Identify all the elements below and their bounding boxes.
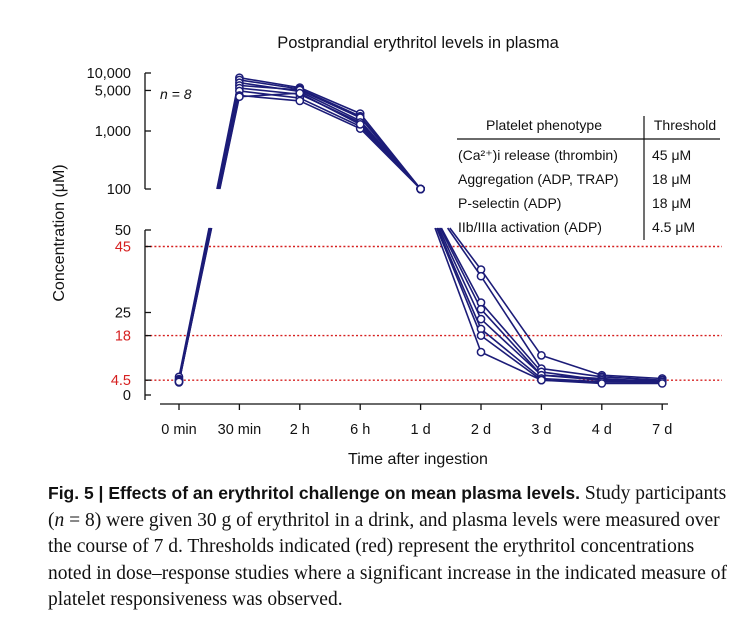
table-row-threshold: 18 μM [652,171,691,187]
y-tick-label: 25 [115,306,131,322]
series-lines [178,76,663,385]
y-tick-label: 100 [107,182,131,198]
x-tick-label: 4 d [592,422,612,438]
x-tick-label: 6 h [350,422,370,438]
series-segment [178,227,213,382]
y-tick-label: 10,000 [87,66,131,82]
series-segment [480,302,543,373]
data-point [476,347,486,357]
series-segment [541,367,602,378]
series-segment [299,100,361,130]
series-segment [239,92,300,98]
series-segment [437,227,482,320]
data-point [355,120,365,129]
y-axis-label: Concentration (μM) [51,164,68,301]
n-label: n = 8 [160,86,192,102]
series-segment [480,318,542,376]
series-segment [440,227,482,303]
data-point [597,379,607,388]
data-point [235,92,244,102]
y-tick-label: 50 [115,223,131,239]
y-tick-label: 4.5 [111,373,131,389]
table-row-phenotype: (Ca²⁺)i release (thrombin) [458,147,618,163]
series-segment [480,308,542,376]
caption-text: Study participants ( [48,483,727,531]
series-segment [359,123,422,190]
table-row-phenotype: Aggregation (ADP, TRAP) [458,171,619,187]
series-segment [239,84,300,91]
table-header-threshold: Threshold [654,117,716,133]
series-segment [439,227,482,310]
y-tick-label: 1,000 [95,124,131,140]
table-row-phenotype: P-selectin (ADP) [458,195,561,211]
x-tick-label: 7 d [652,422,672,438]
data-point [476,331,486,340]
y-tick-label: 18 [115,329,131,345]
series-segment [219,96,241,190]
series-segment [541,374,602,381]
threshold-table: Platelet phenotype Threshold (Ca²⁺)i rel… [457,116,720,240]
data-point [295,96,305,106]
y-tick-label: 5,000 [95,83,131,99]
x-tick-label: 2 h [290,422,310,438]
series-segment [449,227,482,271]
data-point [295,88,305,98]
figure-caption: Fig. 5 | Effects of an erythritol challe… [48,480,738,614]
chart-title: Postprandial erythritol levels in plasma [277,34,559,52]
series-segment [239,79,300,90]
series-segment [480,328,542,380]
series-segment [480,334,542,381]
x-tick-label: 1 d [411,422,431,438]
data-point [476,271,486,281]
x-tick-label: 0 min [161,422,196,438]
data-point [657,379,667,388]
series-segment [299,92,361,126]
threshold-lines [146,245,722,381]
series-markers [174,73,667,388]
series-segment [299,97,361,128]
data-point [416,184,425,194]
x-tick-label: 2 d [471,422,491,438]
series-segment [480,275,543,370]
x-axis-label: Time after ingestion [348,451,488,468]
table-row-threshold: 18 μM [652,195,691,211]
y-tick-label: 45 [115,240,131,256]
series-segment [435,227,482,336]
series-segment [446,227,482,277]
series-segment [299,90,361,122]
series-segment [239,76,300,89]
caption-text: = 8) were given 30 g of erythritol in a … [48,509,728,611]
x-tick-label: 3 d [531,422,551,438]
series-segment [480,351,542,381]
data-point [537,351,546,360]
series-segment [299,86,361,115]
caption-lead: Fig. 5 | Effects of an erythritol challe… [48,483,580,503]
series-segment [299,88,361,117]
table-header-phenotype: Platelet phenotype [486,117,602,133]
series-segment [436,227,482,330]
caption-n: n [54,509,65,531]
series-segment [480,269,543,356]
table-row-phenotype: IIb/IIIa activation (ADP) [458,219,602,235]
series-segment [541,379,602,385]
data-point [537,375,546,385]
series-segment [601,374,663,380]
table-row-threshold: 4.5 μM [652,219,695,235]
data-point [174,377,184,387]
data-point [476,314,486,324]
table-row-threshold: 45 μM [652,147,691,163]
x-tick-label: 30 min [218,422,262,438]
data-point [476,304,486,314]
y-tick-label: 0 [123,388,131,404]
series-segment [299,89,361,119]
series-segment [541,354,603,376]
series-segment [434,227,482,353]
